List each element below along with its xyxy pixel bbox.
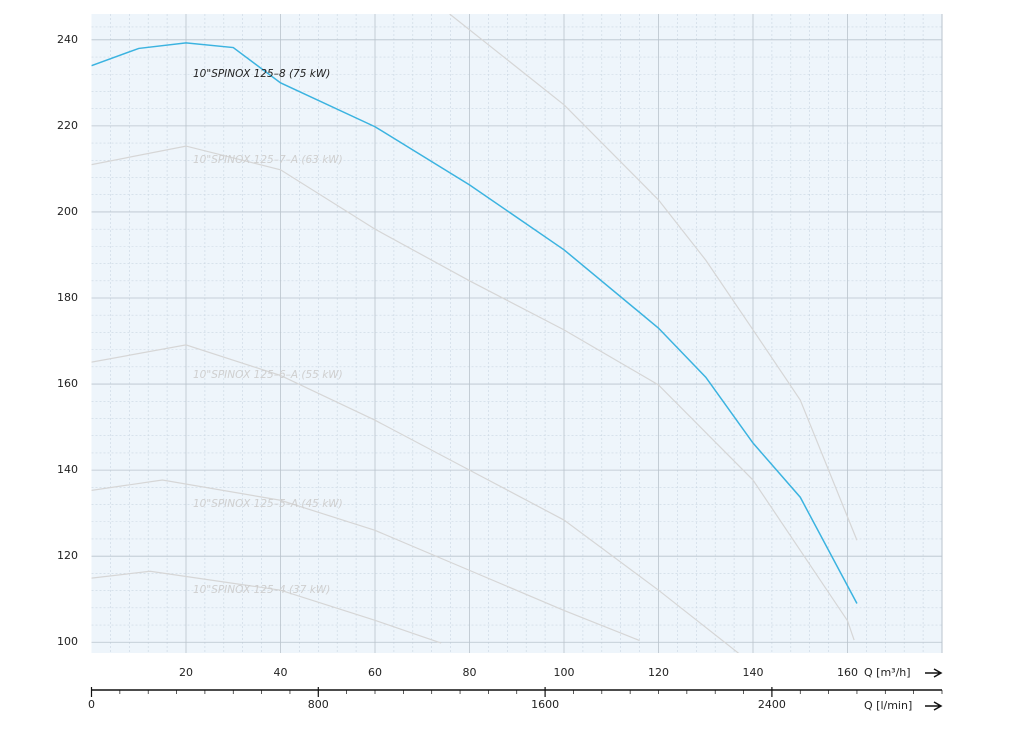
curve [91,479,640,642]
y-tick-label: 220 [57,119,78,132]
curve [91,570,442,644]
curve [91,344,740,653]
y-tick-label: 140 [57,463,78,476]
x-tick-label: 160 [837,666,858,679]
y-tick-label: 120 [57,549,78,562]
x-tick-label: 140 [743,666,764,679]
x-tick-label: 20 [179,666,193,679]
arrow [925,701,943,711]
curve [91,145,855,641]
x-tick-label: 40 [274,666,288,679]
curve-label: 10"SPINOX 125–4 (37 kW) [193,584,330,596]
x2-tick-label: 2400 [758,698,786,711]
curve-label: 10"SPINOX 125–6–A (55 kW) [193,369,343,381]
x2-tick-label: 0 [88,698,95,711]
x-tick-label: 120 [648,666,669,679]
y-tick-label: 200 [57,205,78,218]
curves [91,14,858,653]
curve-label: 10"SPINOX 125–7–A (63 kW) [193,154,343,166]
y-tick-label: 160 [57,377,78,390]
y-tick-label: 100 [57,635,78,648]
plot-background [91,14,942,653]
x2-tick-label: 800 [308,698,329,711]
x2-tick-label: 1600 [531,698,559,711]
x-tick-label: 100 [554,666,575,679]
curve [449,14,858,541]
x-axis-label: Q [m³/h] [864,666,911,679]
curve [91,42,858,604]
curve-label: 10"SPINOX 125–8 (75 kW) [193,68,330,80]
curve-label: 10"SPINOX 125–5–A (45 kW) [193,498,343,510]
y-tick-label: 240 [57,33,78,46]
x-tick-label: 80 [463,666,477,679]
x2-axis-label: Q [l/min] [864,699,912,712]
y-tick-label: 180 [57,291,78,304]
x-tick-label: 60 [368,666,382,679]
arrow [925,668,943,678]
